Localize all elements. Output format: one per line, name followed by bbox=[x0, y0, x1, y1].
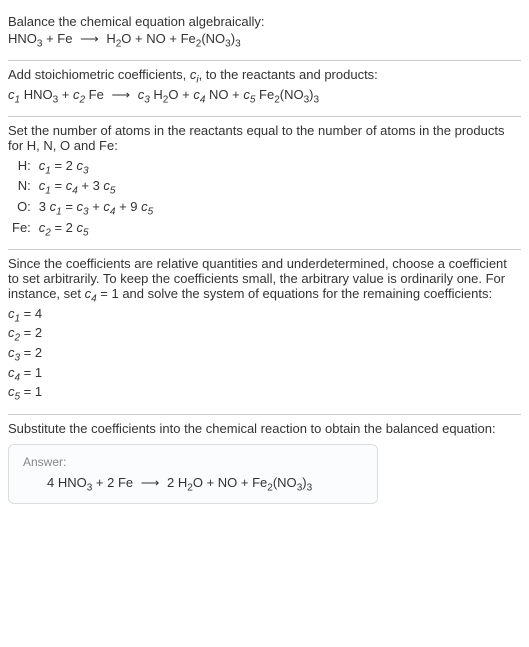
species-no: NO bbox=[209, 87, 229, 102]
unbalanced-equation: HNO3 + Fe ⟶ H2O + NO + Fe2(NO3)3 bbox=[8, 31, 521, 50]
equation-cell: c1 = c4 + 3 c5 bbox=[35, 177, 157, 198]
reaction-arrow: ⟶ bbox=[76, 31, 103, 46]
coef-row: c4 = 1 bbox=[8, 365, 521, 384]
coef-c3: c3 bbox=[138, 87, 150, 102]
coef-c1: c1 bbox=[8, 87, 20, 102]
section-atom-balance: Set the number of atoms in the reactants… bbox=[8, 117, 521, 249]
answer-label: Answer: bbox=[23, 455, 363, 469]
heading-text: Add stoichiometric coefficients, ci, to … bbox=[8, 67, 521, 86]
row-n: N: c1 = c4 + 3 c5 bbox=[8, 177, 157, 198]
coef-c2: c2 bbox=[73, 87, 85, 102]
coef-row: c1 = 4 bbox=[8, 306, 521, 325]
species-fe2no33: Fe2(NO3)3 bbox=[259, 87, 319, 102]
heading-text: Set the number of atoms in the reactants… bbox=[8, 123, 521, 153]
element-label: H: bbox=[8, 157, 35, 178]
species-hno3: HNO3 bbox=[8, 31, 42, 46]
row-h: H: c1 = 2 c3 bbox=[8, 157, 157, 178]
equation-cell: c2 = 2 c5 bbox=[35, 219, 157, 240]
coef-row: c5 = 1 bbox=[8, 384, 521, 403]
symbol-ci: ci bbox=[190, 67, 199, 82]
reaction-arrow: ⟶ bbox=[107, 87, 134, 102]
species-no: NO bbox=[218, 475, 238, 490]
equation-cell: c1 = 2 c3 bbox=[35, 157, 157, 178]
atom-balance-table: H: c1 = 2 c3 N: c1 = c4 + 3 c5 O: 3 c1 =… bbox=[8, 157, 157, 239]
species-fe: Fe bbox=[57, 31, 72, 46]
species-fe2no33: Fe2(NO3)3 bbox=[252, 475, 312, 490]
row-fe: Fe: c2 = 2 c5 bbox=[8, 219, 157, 240]
balanced-equation: 4 HNO3 + 2 Fe ⟶ 2 H2O + NO + Fe2(NO3)3 bbox=[23, 475, 363, 494]
coefficient-equation: c1 HNO3 + c2 Fe ⟶ c3 H2O + c4 NO + c5 Fe… bbox=[8, 87, 521, 106]
species-h2o: H2O bbox=[178, 475, 203, 490]
species-hno3: HNO3 bbox=[58, 475, 92, 490]
equation-cell: 3 c1 = c3 + c4 + 9 c5 bbox=[35, 198, 157, 219]
row-o: O: 3 c1 = c3 + c4 + 9 c5 bbox=[8, 198, 157, 219]
species-hno3: HNO3 bbox=[24, 87, 58, 102]
species-fe: Fe bbox=[89, 87, 104, 102]
species-h2o: H2O bbox=[153, 87, 178, 102]
coefficient-solution-list: c1 = 4 c2 = 2 c3 = 2 c4 = 1 c5 = 1 bbox=[8, 306, 521, 403]
symbol-c4: c4 bbox=[85, 286, 97, 301]
element-label: N: bbox=[8, 177, 35, 198]
coef-c5: c5 bbox=[243, 87, 255, 102]
section-add-coefficients: Add stoichiometric coefficients, ci, to … bbox=[8, 61, 521, 116]
element-label: O: bbox=[8, 198, 35, 219]
reaction-arrow: ⟶ bbox=[137, 475, 164, 490]
coef-row: c3 = 2 bbox=[8, 345, 521, 364]
species-h2o: H2O bbox=[106, 31, 131, 46]
heading-text: Substitute the coefficients into the che… bbox=[8, 421, 521, 436]
species-fe2no33: Fe2(NO3)3 bbox=[181, 31, 241, 46]
coef-c4: c4 bbox=[193, 87, 205, 102]
species-fe: Fe bbox=[118, 475, 133, 490]
element-label: Fe: bbox=[8, 219, 35, 240]
heading-text: Since the coefficients are relative quan… bbox=[8, 256, 521, 305]
answer-box: Answer: 4 HNO3 + 2 Fe ⟶ 2 H2O + NO + Fe2… bbox=[8, 444, 378, 505]
heading-text: Balance the chemical equation algebraica… bbox=[8, 14, 521, 29]
section-solve-coefficients: Since the coefficients are relative quan… bbox=[8, 250, 521, 414]
coef-row: c2 = 2 bbox=[8, 325, 521, 344]
species-no: NO bbox=[146, 31, 166, 46]
section-balance-heading: Balance the chemical equation algebraica… bbox=[8, 8, 521, 60]
section-answer: Substitute the coefficients into the che… bbox=[8, 415, 521, 515]
